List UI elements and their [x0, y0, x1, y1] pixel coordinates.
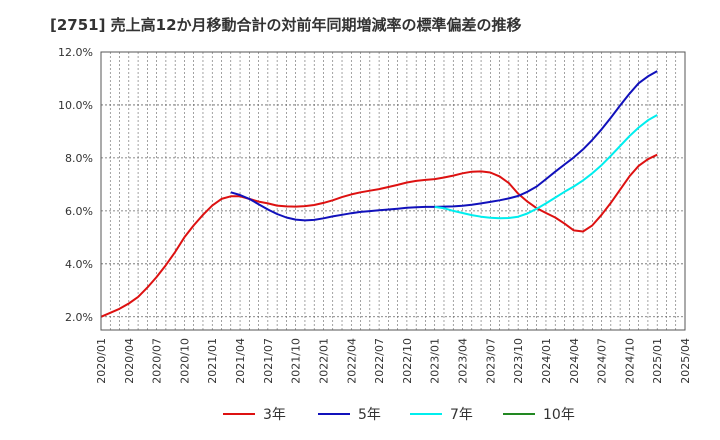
y-tick-label: 2.0%: [65, 311, 93, 324]
x-tick-label: 2021/04: [234, 338, 247, 384]
legend-label: 3年: [263, 407, 286, 423]
y-tick-label: 6.0%: [65, 205, 93, 218]
x-tick-label: 2024/04: [568, 338, 581, 384]
grid: [100, 51, 686, 330]
x-tick-label: 2025/01: [651, 338, 664, 384]
x-tick-label: 2020/04: [123, 338, 136, 384]
y-tick-label: 4.0%: [65, 258, 93, 271]
x-tick-label: 2024/01: [540, 338, 553, 384]
legend-item-1: 5年: [318, 407, 381, 423]
x-tick-label: 2020/07: [151, 338, 164, 384]
legend-label: 10年: [543, 407, 575, 423]
series-line-1: [230, 70, 658, 222]
legend-label: 5年: [358, 407, 381, 423]
x-tick-label: 2022/10: [401, 338, 414, 384]
x-tick-label: 2023/07: [484, 338, 497, 384]
legend-item-0: 3年: [223, 407, 286, 423]
series-line-2: [434, 114, 658, 220]
x-tick-label: 2020/10: [178, 338, 191, 384]
chart-title: [2751] 売上高12か月移動合計の対前年同期増減率の標準偏差の推移: [50, 16, 522, 34]
legend-item-2: 7年: [410, 407, 473, 423]
x-tick-label: 2020/01: [95, 338, 108, 384]
x-tick-label: 2022/04: [345, 338, 358, 384]
y-axis: 2.0% 4.0% 6.0% 8.0% 10.0% 12.0%: [58, 46, 93, 324]
x-tick-label: 2024/07: [596, 338, 609, 384]
x-tick-label: 2023/01: [429, 338, 442, 384]
plot-frame: [100, 51, 686, 331]
y-tick-label: 10.0%: [58, 99, 93, 112]
legend: 3年 5年 7年 10年: [223, 407, 575, 423]
legend-label: 7年: [450, 407, 473, 423]
series-line-0: [100, 153, 658, 318]
x-tick-label: 2021/10: [290, 338, 303, 384]
x-tick-label: 2021/01: [206, 338, 219, 384]
x-tick-label: 2021/07: [262, 338, 275, 384]
x-tick-label: 2022/07: [373, 338, 386, 384]
y-tick-label: 12.0%: [58, 46, 93, 59]
series-layer: [100, 70, 658, 318]
x-tick-label: 2022/01: [317, 338, 330, 384]
legend-item-3: 10年: [503, 407, 575, 423]
x-tick-label: 2025/04: [679, 338, 692, 384]
y-tick-label: 8.0%: [65, 152, 93, 165]
x-tick-label: 2023/04: [457, 338, 470, 384]
x-tick-label: 2023/10: [512, 338, 525, 384]
x-tick-label: 2024/10: [623, 338, 636, 384]
x-axis: 2020/01 2020/04 2020/07 2020/10 2021/01 2021/…: [95, 338, 692, 384]
